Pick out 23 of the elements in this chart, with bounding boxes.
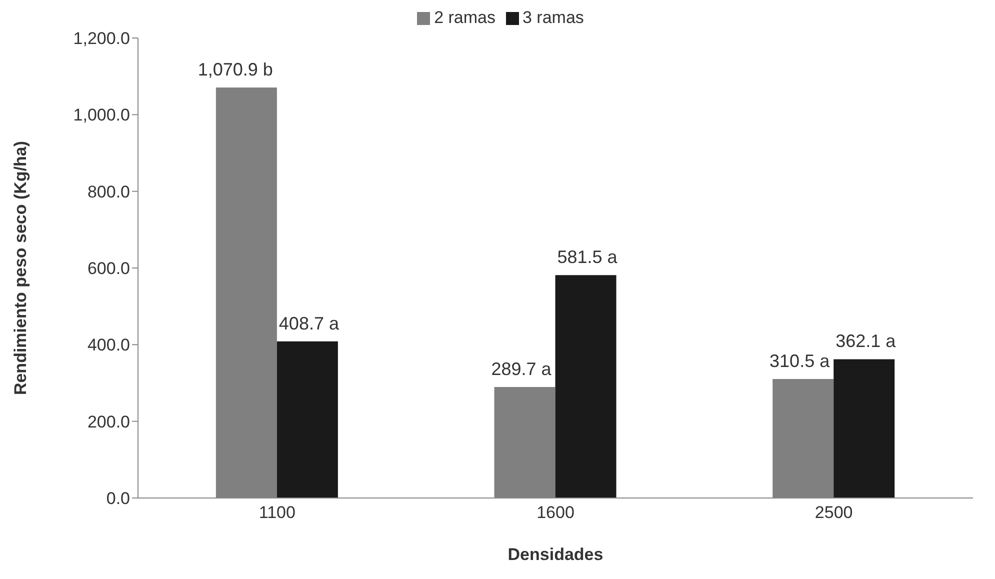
- data-label: 362.1 a: [836, 331, 897, 352]
- legend-label: 2 ramas: [434, 8, 496, 27]
- legend-label: 3 ramas: [522, 8, 584, 27]
- data-label: 581.5 a: [557, 247, 618, 268]
- y-tick-label: 1,200.0: [73, 29, 130, 48]
- x-axis-title: Densidades: [508, 545, 604, 564]
- data-label: 289.7 a: [491, 358, 552, 379]
- y-tick-label: 200.0: [87, 412, 130, 432]
- y-tick-label: 600.0: [87, 259, 130, 278]
- bar: [834, 359, 895, 498]
- y-tick-label: 800.0: [87, 182, 130, 202]
- y-tick-label: 400.0: [87, 336, 130, 355]
- bar: [555, 275, 616, 498]
- y-tick-label: 0.0: [106, 489, 130, 508]
- bar: [276, 341, 338, 498]
- y-tick-label: 1,000.0: [73, 106, 130, 125]
- data-label: 408.7 a: [278, 313, 340, 334]
- x-tick-label: 2500: [814, 503, 853, 522]
- x-tick-label: 1100: [258, 503, 296, 522]
- data-label: 1,070.9 b: [198, 59, 273, 80]
- x-tick-label: 1600: [536, 503, 574, 522]
- data-label: 310.5 a: [770, 350, 831, 371]
- y-axis-title: Rendimiento peso seco (Kg/ha): [11, 140, 30, 396]
